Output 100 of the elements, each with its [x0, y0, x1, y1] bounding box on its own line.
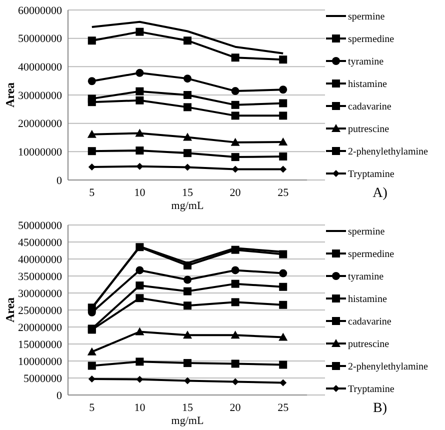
y-tick-label: 35000000	[18, 270, 62, 283]
point	[184, 302, 192, 310]
point	[231, 360, 240, 368]
legend-label: putrescine	[348, 339, 390, 350]
legend-label: tyramine	[348, 272, 384, 282]
point	[87, 347, 96, 356]
x-axis-title: mg/mL	[171, 415, 204, 427]
point	[88, 147, 96, 156]
point	[88, 98, 96, 106]
text: A)	[372, 186, 388, 201]
point	[231, 266, 240, 274]
x-tick-label: 15	[182, 187, 194, 199]
y-tick-label: 30000000	[18, 288, 62, 300]
y-tick-label: 10000000	[18, 356, 62, 368]
x-tick-label: 25	[278, 402, 290, 414]
point	[88, 376, 96, 383]
legend-label: histamine	[348, 294, 388, 305]
point	[136, 376, 144, 383]
point	[231, 246, 240, 254]
x-tick-label: 25	[278, 187, 290, 199]
legend-label: cadavarine	[348, 102, 392, 112]
point	[136, 28, 144, 36]
point	[88, 362, 96, 370]
legend-label: 2-phenylethylamine	[348, 146, 429, 158]
y-tick-label: 45000000	[18, 236, 62, 249]
legend-label: Tryptamine	[348, 169, 395, 180]
text: B)	[373, 401, 388, 416]
point	[231, 87, 240, 96]
point	[136, 282, 144, 290]
point	[184, 164, 191, 171]
y-axis-title: Area	[3, 297, 17, 323]
point	[279, 250, 288, 258]
y-tick-label: 50000000	[18, 220, 62, 232]
legend-label: tyramine	[348, 56, 384, 68]
point	[88, 36, 96, 45]
y-tick-label: 0	[56, 174, 62, 187]
point	[279, 86, 288, 94]
point	[279, 360, 288, 369]
x-tick-label: 10	[134, 187, 146, 199]
x-tick-label: 10	[134, 402, 146, 414]
point	[87, 130, 96, 138]
legend-label: spermine	[348, 226, 386, 238]
legend-label: cadavarine	[348, 316, 392, 328]
point	[280, 166, 287, 173]
point	[231, 280, 240, 288]
point	[184, 149, 192, 158]
y-tick-label: 40000000	[18, 254, 62, 266]
legend-label: Tryptamine	[348, 384, 395, 395]
x-tick-label: 15	[182, 402, 194, 414]
y-tick-label: 0	[56, 390, 62, 402]
y-tick-label: 20000000	[18, 118, 62, 130]
point	[184, 287, 192, 296]
x-tick-label: 5	[89, 402, 96, 414]
point	[184, 359, 192, 368]
y-tick-label: 50000000	[18, 33, 62, 46]
y-tick-label: 5000000	[24, 372, 62, 385]
point	[231, 112, 240, 120]
point	[136, 146, 144, 155]
legend-label: spermedine	[348, 34, 395, 45]
point	[279, 152, 288, 160]
legend-label: histamine	[348, 79, 388, 90]
point	[279, 112, 288, 120]
point	[232, 378, 239, 386]
point	[136, 87, 144, 96]
point	[184, 36, 192, 45]
point	[184, 103, 192, 112]
legend-label: spermine	[348, 12, 386, 22]
x-tick-label: 20	[230, 187, 242, 199]
y-tick-label: 20000000	[18, 322, 62, 334]
y-tick-label: 30000000	[18, 90, 62, 102]
point	[136, 294, 144, 302]
point	[136, 358, 144, 366]
point	[231, 54, 240, 62]
point	[279, 300, 288, 309]
point	[278, 138, 288, 146]
point	[136, 162, 144, 170]
point	[184, 377, 191, 384]
point	[184, 91, 192, 99]
x-tick-label: 20	[230, 402, 242, 414]
point	[136, 243, 144, 252]
point	[279, 99, 288, 108]
point	[135, 128, 144, 137]
point	[184, 261, 192, 270]
point	[135, 327, 144, 336]
point	[136, 68, 144, 77]
point	[231, 100, 240, 109]
point	[136, 266, 144, 274]
point	[136, 96, 144, 104]
y-axis-title: Area	[3, 82, 17, 108]
legend-label: putrescine	[348, 124, 390, 135]
point	[279, 282, 288, 291]
y-tick-label: 60000000	[18, 4, 62, 17]
point	[279, 56, 288, 64]
legend-label: spermedine	[348, 249, 395, 260]
y-tick-label: 10000000	[18, 146, 62, 159]
point	[230, 138, 240, 146]
point	[184, 276, 192, 284]
point	[278, 332, 288, 341]
point	[280, 379, 287, 386]
y-tick-label: 15000000	[18, 338, 62, 351]
